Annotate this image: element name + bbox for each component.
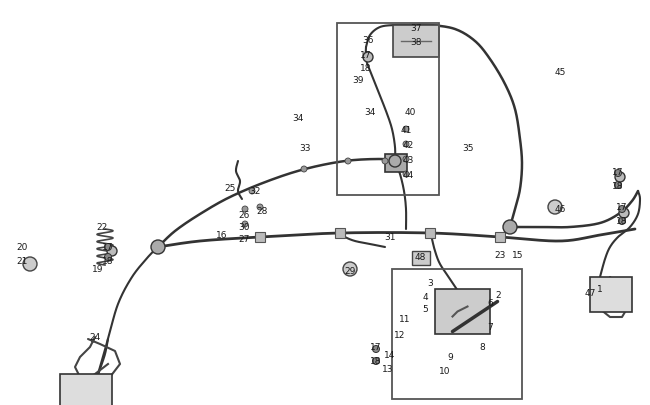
Text: 43: 43: [402, 155, 413, 164]
Circle shape: [372, 358, 380, 364]
Text: 40: 40: [404, 107, 416, 116]
Text: 17: 17: [370, 343, 382, 352]
Text: 33: 33: [299, 143, 311, 152]
Bar: [590, 277, 632, 312]
Text: 9: 9: [447, 353, 453, 362]
Text: 38: 38: [410, 37, 422, 47]
Text: 30: 30: [239, 223, 250, 232]
Text: 25: 25: [224, 183, 236, 192]
Text: 26: 26: [239, 210, 250, 219]
Circle shape: [619, 218, 625, 225]
Text: 48: 48: [414, 253, 426, 262]
Bar: [335, 228, 345, 239]
Circle shape: [249, 189, 255, 194]
Bar: [255, 232, 265, 243]
Circle shape: [403, 172, 409, 177]
Text: 18: 18: [360, 63, 372, 72]
Circle shape: [503, 220, 517, 234]
Text: 10: 10: [439, 367, 450, 375]
Circle shape: [615, 173, 625, 183]
Circle shape: [105, 244, 112, 251]
Bar: [425, 228, 435, 239]
Text: 22: 22: [96, 223, 108, 232]
Text: 18: 18: [370, 357, 382, 366]
Text: 41: 41: [400, 125, 411, 134]
Text: 12: 12: [395, 330, 406, 339]
Text: 31: 31: [384, 233, 396, 242]
Text: 17: 17: [612, 167, 624, 176]
Circle shape: [345, 159, 351, 164]
Circle shape: [619, 206, 625, 213]
Text: 27: 27: [239, 235, 250, 244]
Circle shape: [619, 209, 629, 218]
Text: 1: 1: [597, 285, 603, 294]
Circle shape: [548, 200, 562, 215]
Text: 24: 24: [90, 333, 101, 342]
Circle shape: [107, 246, 117, 256]
Circle shape: [242, 207, 248, 213]
Text: 17: 17: [616, 203, 628, 212]
Bar: [495, 232, 505, 243]
Bar: [435, 289, 490, 334]
Text: 34: 34: [364, 107, 376, 116]
Text: 35: 35: [462, 143, 474, 152]
Text: 18: 18: [102, 257, 114, 266]
Text: 47: 47: [584, 289, 595, 298]
Text: 18: 18: [612, 181, 624, 190]
Text: 6: 6: [487, 299, 493, 308]
Bar: [337, 24, 439, 196]
Circle shape: [343, 262, 357, 276]
Text: 46: 46: [554, 205, 565, 214]
Bar: [392, 269, 522, 399]
Text: 39: 39: [352, 75, 364, 84]
Text: 17: 17: [102, 243, 114, 252]
Circle shape: [403, 127, 409, 133]
Text: 15: 15: [512, 250, 524, 259]
Text: 8: 8: [479, 343, 485, 352]
Text: 32: 32: [250, 187, 261, 196]
Text: 19: 19: [92, 265, 104, 274]
Text: 42: 42: [402, 140, 413, 149]
Circle shape: [389, 156, 401, 168]
Text: 17: 17: [360, 50, 372, 60]
Circle shape: [105, 254, 112, 261]
Circle shape: [363, 53, 373, 63]
Circle shape: [372, 345, 380, 353]
Text: 28: 28: [256, 207, 268, 216]
Text: 4: 4: [422, 293, 428, 302]
Text: 5: 5: [422, 305, 428, 314]
Text: 16: 16: [216, 230, 228, 239]
Text: 36: 36: [362, 35, 374, 45]
Text: 14: 14: [384, 350, 396, 358]
Text: 3: 3: [427, 279, 433, 288]
Circle shape: [403, 142, 409, 148]
Text: 45: 45: [554, 67, 565, 76]
Bar: [60, 374, 112, 405]
Bar: [385, 155, 407, 173]
Circle shape: [23, 257, 37, 271]
Bar: [412, 252, 430, 265]
Circle shape: [403, 157, 409, 162]
Text: 37: 37: [410, 23, 422, 32]
Text: 2: 2: [495, 291, 500, 300]
Text: 29: 29: [344, 267, 356, 276]
Text: 34: 34: [292, 113, 304, 122]
Text: 20: 20: [16, 243, 28, 252]
Circle shape: [301, 166, 307, 173]
Circle shape: [614, 170, 621, 177]
Text: 11: 11: [399, 315, 411, 324]
Circle shape: [614, 182, 621, 189]
Text: 13: 13: [382, 364, 394, 373]
Text: 18: 18: [616, 217, 628, 226]
Bar: [393, 26, 439, 58]
Text: 7: 7: [487, 323, 493, 332]
Circle shape: [151, 241, 165, 254]
Circle shape: [257, 205, 263, 211]
Circle shape: [242, 222, 248, 228]
Text: 23: 23: [494, 250, 506, 259]
Circle shape: [382, 159, 388, 164]
Text: 44: 44: [402, 170, 413, 179]
Text: 21: 21: [16, 257, 28, 266]
